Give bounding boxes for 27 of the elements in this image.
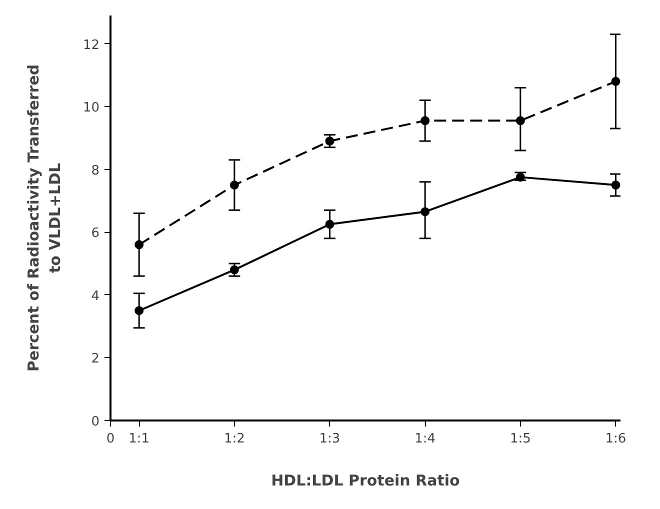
x-tick-label: 1:5 bbox=[510, 432, 531, 446]
y-axis-title: Percent of Radioactivity Transferred to VLDL+LDL bbox=[24, 64, 64, 372]
y-tick-label: 8 bbox=[91, 163, 100, 178]
point bbox=[134, 240, 144, 250]
point bbox=[516, 116, 525, 126]
x-tick-label: 1:4 bbox=[414, 432, 436, 446]
y-tick-label: 10 bbox=[82, 100, 100, 116]
y-tick-label: 4 bbox=[91, 288, 100, 304]
point bbox=[230, 265, 239, 274]
point bbox=[420, 116, 430, 126]
x-tick-label: 1:2 bbox=[224, 432, 245, 446]
x-axis-title: HDL:LDL Protein Ratio bbox=[271, 472, 460, 490]
y-tick-label: 0 bbox=[91, 414, 100, 430]
x-tick-label: 1:3 bbox=[319, 432, 340, 446]
point bbox=[611, 76, 620, 86]
point bbox=[611, 180, 620, 190]
x-tick-label: 1:6 bbox=[605, 432, 626, 446]
x-tick-label: 1:1 bbox=[128, 432, 150, 446]
point bbox=[325, 136, 334, 146]
y-tick-label: 2 bbox=[91, 352, 100, 367]
y-tick-label: 6 bbox=[91, 226, 100, 242]
point bbox=[134, 306, 144, 316]
text: 0 bbox=[106, 432, 115, 446]
point bbox=[325, 220, 334, 229]
point bbox=[420, 207, 430, 216]
point bbox=[230, 180, 239, 190]
y-tick-label: 12 bbox=[82, 38, 100, 53]
